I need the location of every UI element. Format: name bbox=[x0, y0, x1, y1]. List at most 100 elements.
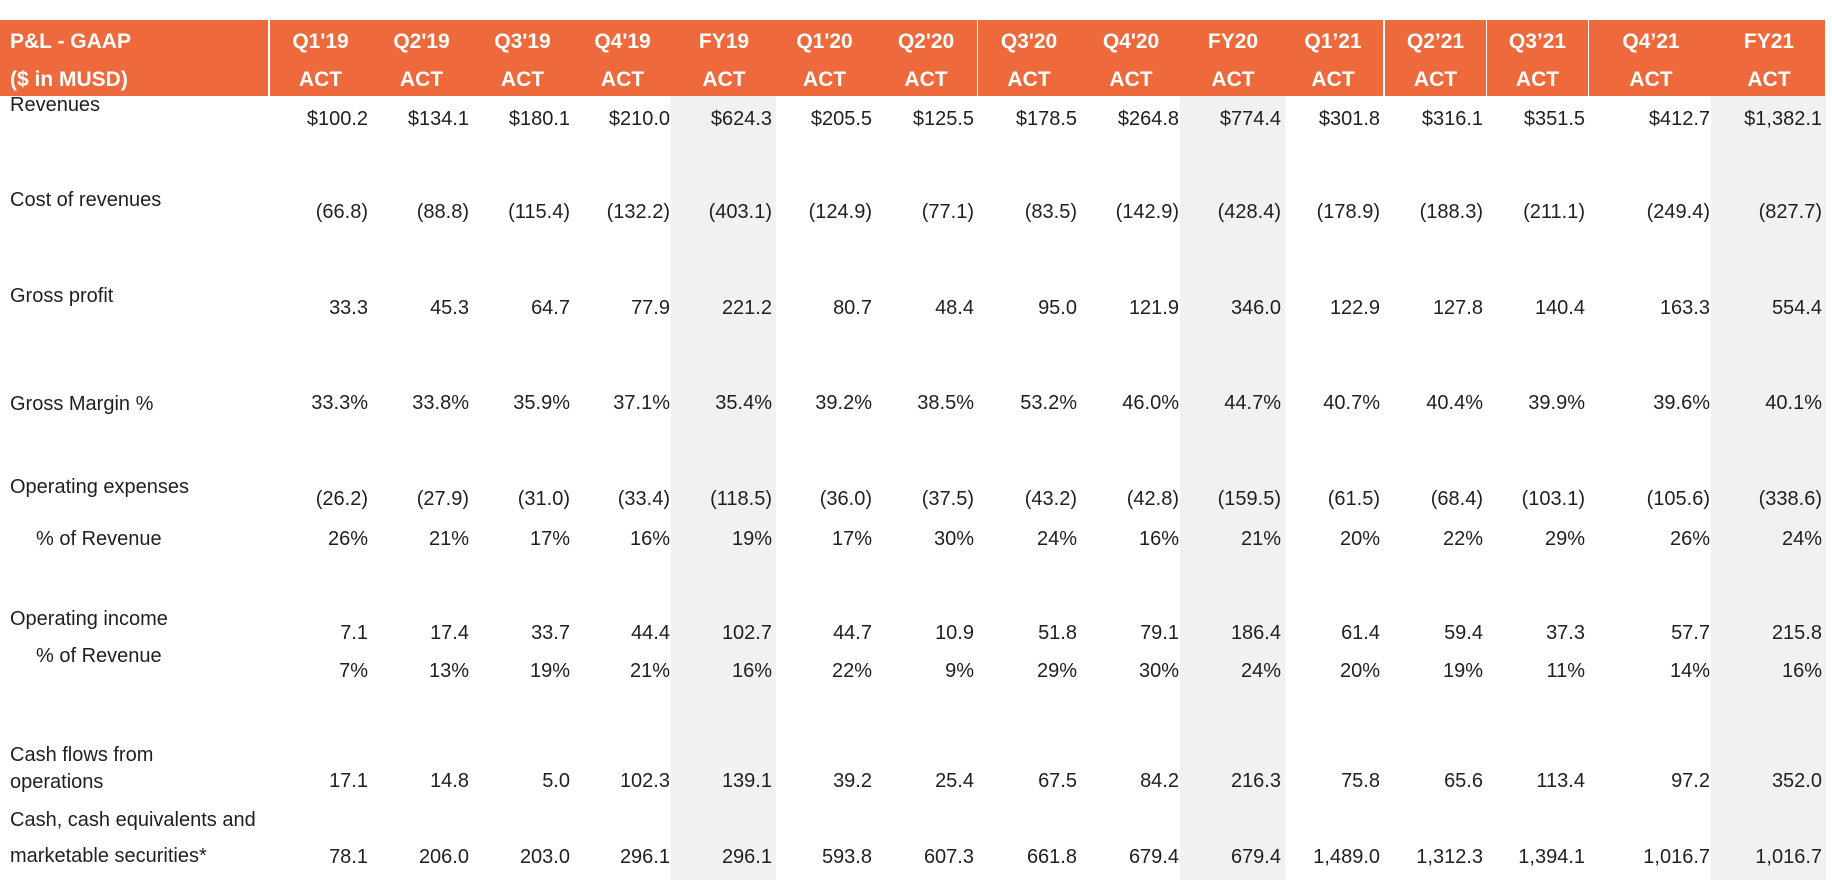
column-period: Q2’21 bbox=[1406, 30, 1465, 53]
cell-value: 44.7% bbox=[1224, 392, 1281, 414]
cell-value: (132.2) bbox=[606, 201, 670, 223]
cell-value: (338.6) bbox=[1758, 488, 1822, 510]
cell-value: (105.6) bbox=[1646, 488, 1710, 510]
cell-value: 593.8 bbox=[821, 846, 872, 868]
cell-value: (142.9) bbox=[1115, 201, 1179, 223]
cell-value: 203.0 bbox=[519, 846, 570, 868]
cell-value: (61.5) bbox=[1327, 488, 1380, 510]
cell-value: 1,489.0 bbox=[1313, 846, 1380, 868]
cell-value: (77.1) bbox=[921, 201, 974, 223]
cell-value: 37.1% bbox=[613, 392, 670, 414]
column-type: ACT bbox=[600, 68, 645, 91]
cell-value: 140.4 bbox=[1534, 297, 1585, 319]
column-type: ACT bbox=[1311, 68, 1355, 91]
cell-value: 1,312.3 bbox=[1416, 846, 1483, 868]
column-type: ACT bbox=[1629, 68, 1673, 91]
cell-value: $774.4 bbox=[1219, 108, 1281, 130]
cell-value: 17% bbox=[831, 528, 872, 550]
cell-value: 33.3 bbox=[329, 297, 368, 319]
cell-value: 206.0 bbox=[418, 846, 469, 868]
cell-value: 21% bbox=[428, 528, 469, 550]
cell-value: 40.1% bbox=[1765, 392, 1822, 414]
column-type: ACT bbox=[1211, 68, 1255, 91]
cell-value: 1,394.1 bbox=[1518, 846, 1585, 868]
cell-value: 51.8 bbox=[1038, 622, 1077, 644]
cell-value: 607.3 bbox=[923, 846, 974, 868]
column-period: Q3'20 bbox=[1000, 30, 1058, 53]
cell-value: 44.7 bbox=[833, 622, 872, 644]
cell-value: (66.8) bbox=[315, 201, 368, 223]
column-period: Q2'19 bbox=[393, 30, 450, 53]
cell-value: 33.3% bbox=[311, 392, 368, 414]
row-label: % of Revenue bbox=[36, 645, 162, 667]
cell-value: 26% bbox=[1669, 528, 1710, 550]
cell-value: 37.3 bbox=[1546, 622, 1585, 644]
cell-value: (115.4) bbox=[508, 201, 570, 223]
cell-value: (43.2) bbox=[1024, 488, 1077, 510]
column-period: FY19 bbox=[698, 30, 750, 53]
cell-value: (26.2) bbox=[315, 488, 368, 510]
fy-column-shade bbox=[1180, 96, 1285, 880]
cell-value: (159.5) bbox=[1217, 488, 1281, 510]
cell-value: 17.1 bbox=[329, 770, 368, 792]
cell-value: (403.1) bbox=[708, 201, 772, 223]
column-type: ACT bbox=[1747, 68, 1791, 91]
cell-value: 102.7 bbox=[721, 622, 772, 644]
cell-value: 39.9% bbox=[1528, 392, 1585, 414]
row-label: Operating expenses bbox=[10, 476, 190, 498]
column-header: Q3'20 ACT bbox=[978, 20, 1080, 96]
cell-value: 9% bbox=[945, 660, 974, 682]
cell-value: 61.4 bbox=[1341, 622, 1380, 644]
cell-value: 29% bbox=[1544, 528, 1585, 550]
cell-value: 46.0% bbox=[1122, 392, 1179, 414]
cell-value: 65.6 bbox=[1444, 770, 1483, 792]
cell-value: 7% bbox=[339, 660, 368, 682]
row-label: Operating income bbox=[10, 608, 168, 630]
cell-value: 53.2% bbox=[1020, 392, 1077, 414]
cell-value: 16% bbox=[1781, 660, 1822, 682]
cell-value: 35.9% bbox=[513, 392, 570, 414]
cell-value: 26% bbox=[327, 528, 368, 550]
cell-value: 44.4 bbox=[631, 622, 670, 644]
cell-value: 33.8% bbox=[412, 392, 469, 414]
cell-value: 39.2% bbox=[815, 392, 872, 414]
cell-value: 16% bbox=[731, 660, 772, 682]
column-type: ACT bbox=[1515, 68, 1560, 91]
column-period: Q2'20 bbox=[897, 30, 955, 53]
row-label: Gross profit bbox=[10, 285, 114, 307]
cell-value: $624.3 bbox=[710, 108, 772, 130]
cell-value: 215.8 bbox=[1771, 622, 1822, 644]
row-label: Cost of revenues bbox=[10, 189, 162, 211]
row-label: Cash, cash equivalents and marketable se… bbox=[10, 809, 256, 867]
cell-value: 78.1 bbox=[329, 846, 368, 868]
column-period: Q4’21 bbox=[1622, 30, 1680, 53]
cell-value: 80.7 bbox=[833, 297, 872, 319]
cell-value: (37.5) bbox=[921, 488, 974, 510]
cell-value: $1,382.1 bbox=[1744, 108, 1822, 130]
header-title: P&L - GAAP bbox=[10, 30, 131, 53]
column-type: ACT bbox=[1007, 68, 1051, 91]
cell-value: (211.1) bbox=[1523, 201, 1585, 223]
cell-value: (103.1) bbox=[1521, 488, 1585, 510]
column-type: ACT bbox=[1109, 68, 1153, 91]
cell-value: (27.9) bbox=[416, 488, 469, 510]
cell-value: (188.3) bbox=[1419, 201, 1483, 223]
column-period: Q1’21 bbox=[1304, 30, 1362, 53]
row-label: % of Revenue bbox=[36, 528, 162, 550]
cell-value: $134.1 bbox=[407, 108, 469, 130]
column-type: ACT bbox=[399, 68, 444, 91]
column-type: ACT bbox=[904, 68, 948, 91]
cell-value: 21% bbox=[1240, 528, 1281, 550]
column-period: FY20 bbox=[1207, 30, 1259, 53]
column-type: ACT bbox=[1413, 68, 1458, 91]
column-header: Q3’21 ACT bbox=[1487, 20, 1588, 96]
cell-value: 19% bbox=[529, 660, 570, 682]
cell-value: 11% bbox=[1546, 660, 1585, 682]
cell-value: 16% bbox=[1138, 528, 1179, 550]
cell-value: $264.8 bbox=[1117, 108, 1179, 130]
cell-value: 48.4 bbox=[935, 297, 974, 319]
cell-value: 121.9 bbox=[1128, 297, 1179, 319]
cell-value: (83.5) bbox=[1024, 201, 1077, 223]
cell-value: 22% bbox=[831, 660, 872, 682]
cell-value: 679.4 bbox=[1230, 846, 1281, 868]
